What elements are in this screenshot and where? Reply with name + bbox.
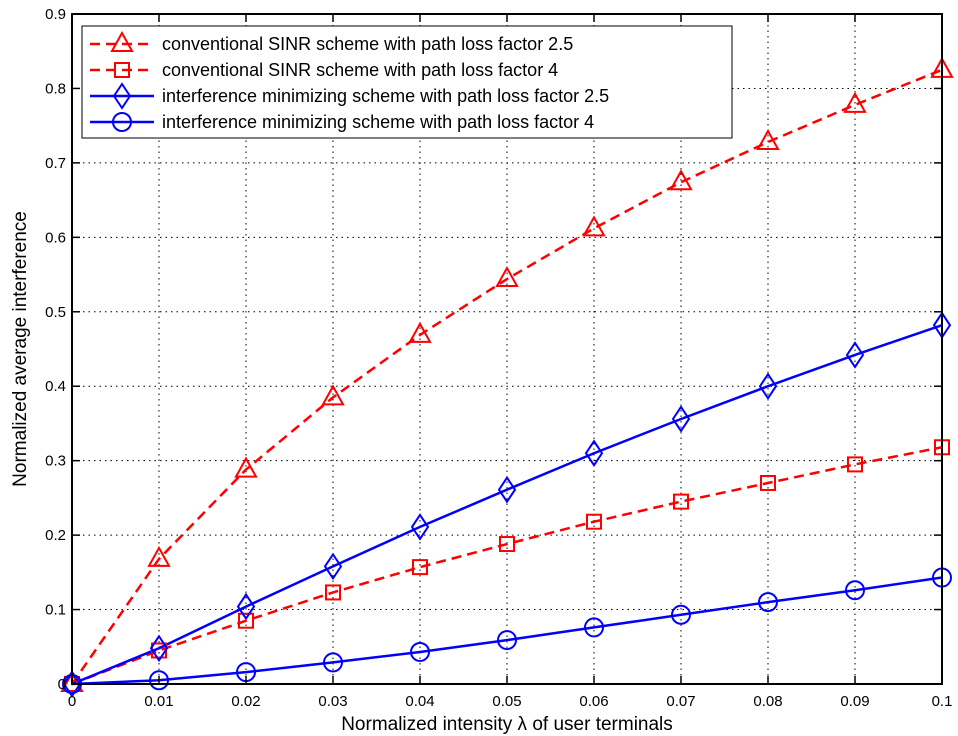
x-tick-label: 0.02 [231,693,260,710]
y-tick-label: 0.8 [45,80,66,97]
y-tick-label: 0.3 [45,453,66,470]
legend-marker [112,82,132,110]
data-point-3 [758,372,778,401]
y-tick-label: 0.5 [45,304,66,321]
data-point-1 [756,128,780,151]
y-tick-label: 0.6 [45,229,66,246]
data-point-2 [412,559,428,576]
data-point-3 [671,405,691,433]
x-tick-label: 0.09 [840,693,869,710]
data-point-4 [758,592,778,613]
data-point-3 [845,341,865,369]
data-point-2 [586,513,602,530]
series-lines [70,68,943,686]
x-tick-label: 0.1 [932,693,953,710]
x-tick-label: 0.03 [318,693,347,710]
data-point-3 [149,634,169,663]
x-tick-label: 0.05 [492,693,521,710]
data-point-1 [669,169,693,191]
data-point-2 [673,493,689,510]
data-point-1 [321,384,345,406]
x-tick-label: 0 [68,693,76,710]
x-tick-label: 0.06 [579,693,608,710]
data-point-2 [325,584,341,601]
tick-labels: 0 0.01 0.02 0.03 0.04 0.05 0.06 0.07 0.08 0.09 0.1… [45,6,952,710]
series-line-2 [71,446,943,686]
legend-marker [112,112,132,132]
data-point-1 [147,545,171,567]
legend-label: interference minimizing scheme with path… [162,112,594,132]
data-point-2 [499,536,515,553]
legend-marker [114,62,130,78]
data-point-1 [408,321,432,343]
legend-label: interference minimizing scheme with path… [162,86,609,106]
data-point-4 [584,617,604,638]
data-point-3 [323,552,343,581]
x-axis-label: Normalized intensity λ of user terminals [341,714,673,735]
y-tick-label: 0 [58,676,66,693]
data-point-2 [760,475,776,491]
data-point-2 [847,456,863,473]
series-line-1 [70,68,943,685]
data-point-1 [582,215,606,237]
data-point-3 [410,513,430,541]
legend-entries: conventional SINR scheme with path loss … [90,30,609,132]
x-tick-label: 0.07 [666,693,695,710]
y-tick-label: 0.2 [45,527,66,544]
data-point-4 [845,580,865,601]
data-point-4 [497,630,517,651]
data-point-1 [495,265,519,288]
x-tick-label: 0.08 [753,693,782,710]
legend: conventional SINR scheme with path loss … [81,25,733,139]
y-tick-label: 0.7 [45,155,66,172]
x-tick-label: 0.04 [405,693,434,710]
legend-label: conventional SINR scheme with path loss … [162,60,558,80]
data-point-4 [149,670,169,691]
y-tick-label: 0.9 [45,6,66,23]
data-point-1 [843,91,867,113]
axis-ticks [71,13,943,685]
series-line-3 [71,323,943,686]
series-markers [60,56,954,698]
data-point-2 [238,612,254,629]
y-tick-label: 0.4 [45,378,66,395]
data-point-4 [671,604,691,625]
data-point-3 [497,475,517,504]
data-point-1 [234,456,258,478]
legend-marker [110,30,134,52]
legend-box [81,25,733,139]
series-line-4 [71,576,943,686]
data-point-3 [236,592,256,621]
data-point-3 [584,439,604,468]
legend-label: conventional SINR scheme with path loss … [162,34,573,54]
y-tick-label: 0.1 [45,602,66,619]
x-tick-label: 0.01 [144,693,173,710]
data-point-4 [410,641,430,662]
data-point-4 [323,652,343,673]
y-axis-label: Normalized average interference [10,211,31,487]
data-point-3 [62,670,82,698]
